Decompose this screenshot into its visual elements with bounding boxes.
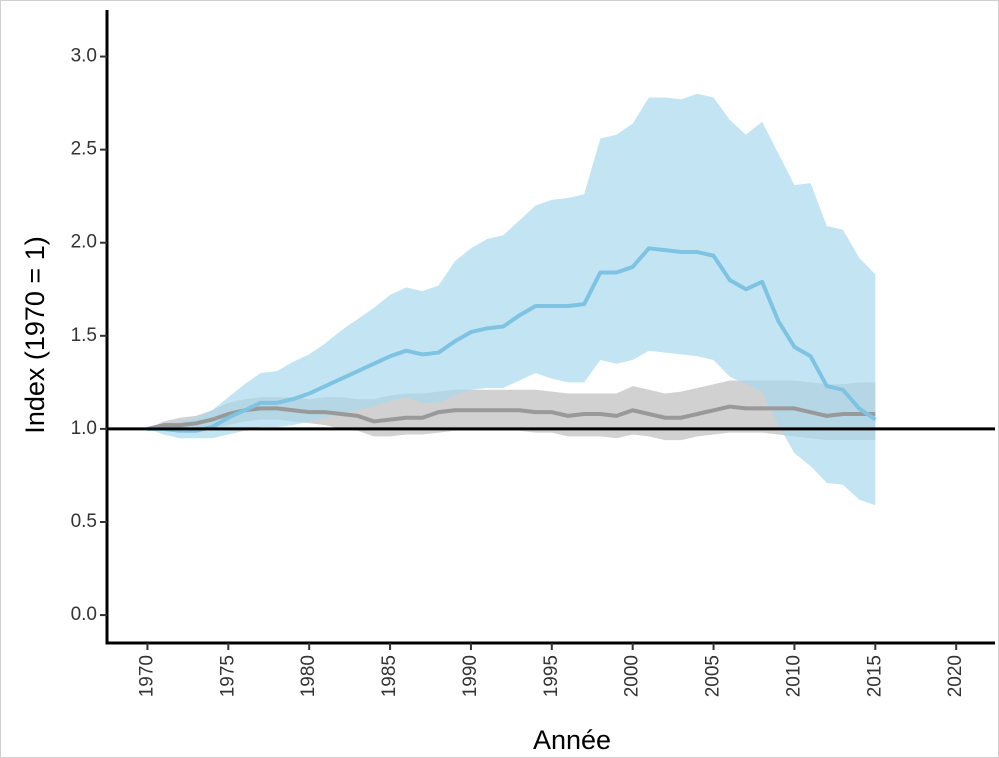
y-axis-title: Index (1970 = 1): [20, 236, 50, 433]
y-tick-label: 2.0: [71, 232, 97, 253]
plot-area: 0.0 0.5 1.0 1.5 2.0 2.5 3.0 1970 1975 1980 1985 199…: [71, 10, 995, 697]
x-tick-label: 2000: [622, 655, 643, 697]
y-tick-label: 3.0: [71, 46, 97, 67]
y-tick-label: 2.5: [71, 139, 97, 160]
x-tick-label: 2005: [703, 655, 724, 697]
x-tick-label: 1985: [379, 655, 400, 697]
x-tick-label: 2020: [945, 655, 966, 697]
x-tick-label: 1970: [136, 655, 157, 697]
x-tick-label: 2010: [783, 655, 804, 697]
y-tick-label: 0.5: [71, 511, 97, 532]
y-tick-label: 1.5: [71, 325, 97, 346]
x-tick-label: 2015: [864, 655, 885, 697]
x-tick-label: 1975: [217, 655, 238, 697]
x-tick-label: 1990: [460, 655, 481, 697]
line: [146, 404, 876, 431]
x-tick-label: 1995: [541, 655, 562, 697]
confidence-band: [147, 93, 876, 506]
line: [147, 246, 877, 433]
y-tick-label: 0.0: [71, 604, 97, 625]
x-tick-label: 1980: [298, 655, 319, 697]
y-tick-label: 1.0: [71, 418, 97, 439]
x-axis-title: Année: [533, 725, 611, 755]
